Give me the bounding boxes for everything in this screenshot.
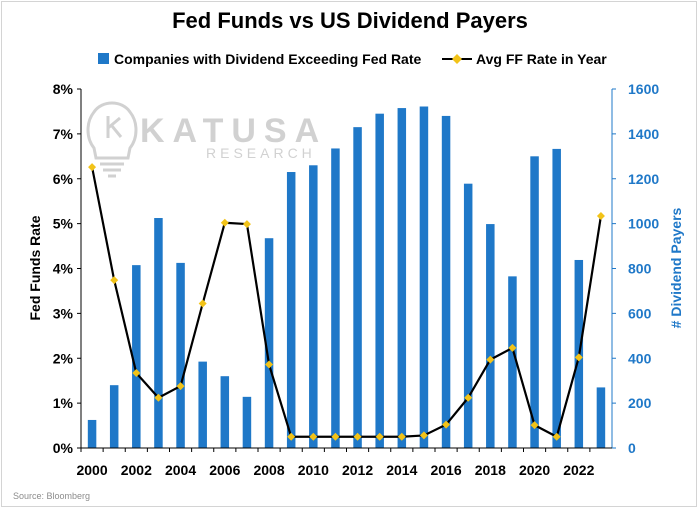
x-tick-label: 2000 [76,462,107,478]
x-tick-label: 2004 [165,462,196,478]
x-tick-label: 2014 [386,462,417,478]
legend-line-label: Avg FF Rate in Year [476,51,607,67]
bar [419,106,429,448]
y-tick-label-left: 7% [53,126,74,142]
rate-point [508,343,517,352]
bar [486,224,495,448]
watermark-sub: RESEARCH [206,145,316,161]
bar [441,115,451,449]
rate-point [486,355,495,364]
bar [596,387,606,448]
x-tick-label: 2002 [121,462,152,478]
bar [375,113,384,449]
rate-point [198,299,207,308]
bar [132,265,141,448]
rate-point [353,432,362,441]
rate-point [331,432,340,441]
bar [463,183,473,448]
bar [552,148,561,448]
y-tick-label-right: 600 [628,305,652,321]
x-tick-label: 2010 [298,462,329,478]
bar [198,361,207,448]
x-tick-label: 2006 [209,462,240,478]
y-tick-label-right: 0 [628,440,636,456]
y-axis-title-right: # Dividend Payers [668,207,684,328]
source-note: Source: Bloomberg [13,491,91,501]
rate-point [265,360,274,369]
bar [264,238,274,448]
bar [397,108,407,449]
axes: 0% 1% 2% 3% 4% 5% 6% 7% 8% 0 200 400 600 800 1000 1200 1… [53,81,660,478]
y-tick-label-left: 8% [53,81,74,97]
bar [508,276,517,448]
bar [87,419,97,448]
legend: Companies with Dividend Exceeding Fed Ra… [98,51,607,67]
bar [242,396,252,448]
y-tick-label-left: 5% [53,216,74,232]
rate-point [154,393,163,402]
y-tick-label-left: 6% [53,171,74,187]
bar [309,165,318,448]
y-tick-label-right: 1000 [628,216,659,232]
bar [220,376,230,448]
watermark-brand: KATUSA [140,112,327,150]
x-tick-label: 2012 [342,462,373,478]
rate-point [176,382,185,391]
legend-line-marker [452,54,462,64]
rate-line [88,163,605,441]
rate-point [574,353,583,362]
rate-point [309,432,318,441]
bar [286,172,296,449]
y-tick-label-right: 1200 [628,171,659,187]
rate-line-path [90,166,603,438]
x-tick-label: 2022 [563,462,594,478]
rate-point [287,432,296,441]
rate-point [132,369,141,378]
x-tick-label: 2008 [253,462,284,478]
x-tick-label: 2016 [430,462,461,478]
rate-point [419,431,428,440]
rate-point [375,432,384,441]
rate-point [110,276,119,285]
y-axis-title-left: Fed Funds Rate [27,215,43,320]
y-tick-label-left: 4% [53,261,74,277]
rate-point [88,163,97,172]
rate-point [552,432,561,441]
chart-title: Fed Funds vs US Dividend Payers [172,8,528,33]
legend-bar-swatch [98,53,109,64]
rate-point [220,218,229,227]
y-tick-label-left: 1% [53,395,74,411]
y-tick-label-right: 800 [628,261,652,277]
rate-point [596,211,605,220]
y-tick-label-left: 3% [53,305,74,321]
y-tick-label-left: 0% [53,440,74,456]
y-tick-label-right: 400 [628,350,652,366]
y-tick-label-right: 1600 [628,81,659,97]
bar [353,127,362,449]
y-tick-label-right: 200 [628,395,652,411]
x-tick-label: 2020 [519,462,550,478]
bar [331,148,340,448]
y-tick-label-right: 1400 [628,126,659,142]
bars [87,106,606,449]
watermark-logo: KATUSA RESEARCH [86,101,327,178]
rate-point [442,420,451,429]
rate-point [464,393,473,402]
bar [109,385,119,448]
rate-point [242,220,251,229]
legend-bar-label: Companies with Dividend Exceeding Fed Ra… [114,51,421,67]
y-tick-label-left: 2% [53,350,74,366]
lightbulb-icon [86,101,138,178]
rate-point [397,432,406,441]
bar [176,262,185,448]
bar [154,218,163,448]
rate-point [530,421,539,430]
bar [530,156,539,448]
x-tick-label: 2018 [475,462,506,478]
